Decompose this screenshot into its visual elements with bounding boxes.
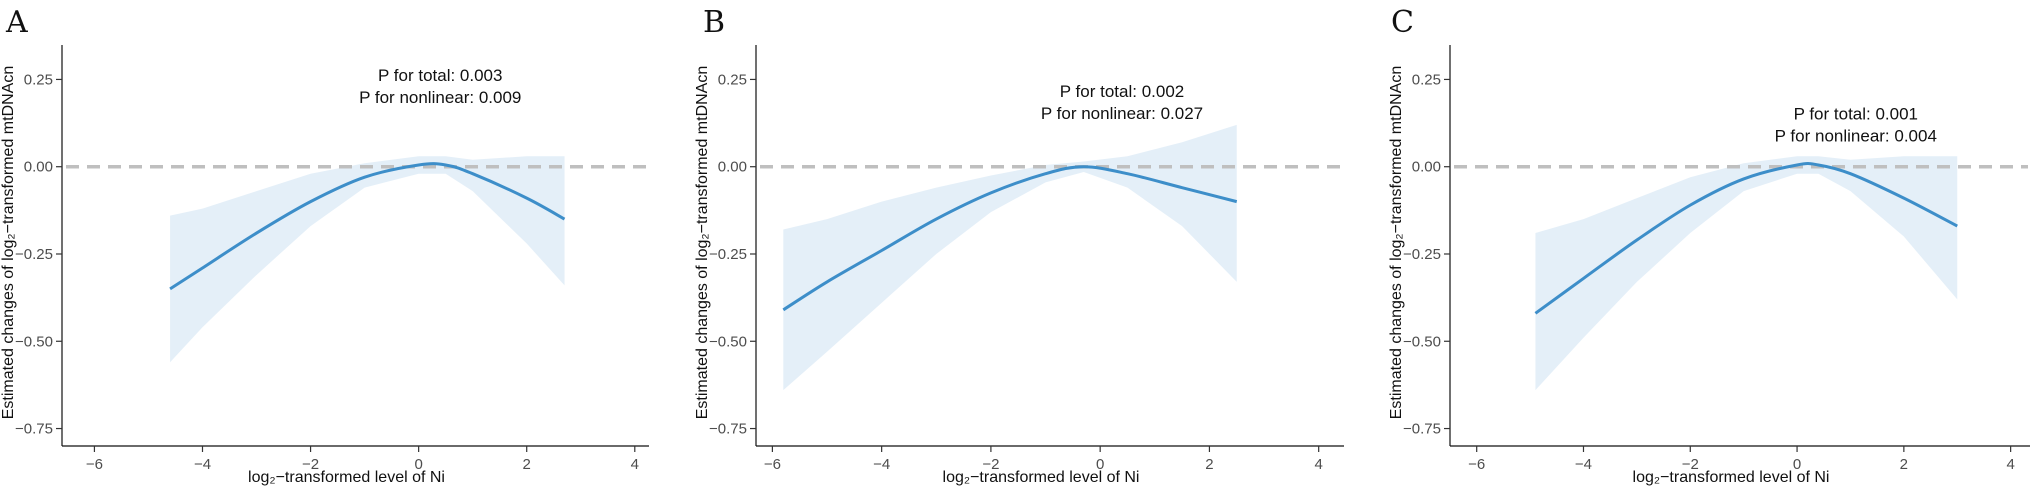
y-tick-label: 0.00	[1412, 159, 1441, 176]
y-tick-label: −0.50	[709, 333, 747, 350]
panel-label: A	[5, 5, 28, 40]
y-tick-label: 0.25	[718, 71, 747, 88]
y-tick-label: 0.00	[24, 159, 53, 176]
x-tick-label: −2	[302, 456, 319, 473]
x-tick-label: −2	[1682, 456, 1699, 473]
x-tick-label: −6	[764, 456, 781, 473]
x-tick-label: −6	[86, 456, 103, 473]
confidence-band	[1535, 156, 1958, 391]
p-value-annotation: P for total: 0.003	[378, 66, 502, 85]
fitted-curve	[1534, 162, 1958, 315]
p-value-annotation: P for total: 0.001	[1794, 105, 1918, 124]
x-tick-label: −4	[873, 456, 890, 473]
p-value-annotation: P for nonlinear: 0.009	[359, 88, 521, 107]
y-tick-label: −0.75	[15, 421, 53, 438]
x-axis-title: log₂−transformed level of Ni	[248, 469, 445, 486]
x-tick-label: 4	[2006, 456, 2014, 473]
x-tick-label: 2	[523, 456, 531, 473]
x-tick-label: 2	[1900, 456, 1908, 473]
y-tick-label: 0.25	[24, 71, 53, 88]
y-tick-label: −0.25	[709, 246, 747, 263]
confidence-band	[783, 124, 1237, 391]
y-tick-label: −0.75	[709, 421, 747, 438]
y-tick-label: −0.25	[1403, 246, 1441, 263]
y-tick-label: −0.50	[15, 333, 53, 350]
x-tick-label: −4	[194, 456, 211, 473]
confidence-band	[170, 156, 565, 363]
x-tick-label: −4	[1575, 456, 1592, 473]
fitted-curve	[169, 162, 566, 291]
panel-label: C	[1391, 5, 1414, 40]
p-value-annotation: P for nonlinear: 0.027	[1041, 104, 1203, 123]
y-tick-label: 0.00	[718, 159, 747, 176]
y-axis-title: Estimated changes of log₂−transformed mt…	[1388, 66, 1405, 419]
panel-label: B	[703, 5, 725, 40]
x-tick-label: 2	[1205, 456, 1213, 473]
fitted-curve	[782, 165, 1238, 312]
x-tick-label: 4	[631, 456, 639, 473]
x-axis-title: log₂−transformed level of Ni	[1633, 469, 1830, 486]
x-tick-label: 0	[1096, 456, 1104, 473]
x-tick-label: 4	[1315, 456, 1323, 473]
p-value-annotation: P for total: 0.002	[1060, 82, 1184, 101]
x-tick-label: 0	[1793, 456, 1801, 473]
y-tick-label: −0.50	[1403, 333, 1441, 350]
y-tick-label: −0.25	[15, 246, 53, 263]
x-axis-title: log₂−transformed level of Ni	[943, 469, 1140, 486]
p-value-annotation: P for nonlinear: 0.004	[1775, 127, 1937, 146]
y-tick-label: 0.25	[1412, 71, 1441, 88]
y-axis-title: Estimated changes of log₂−transformed mt…	[694, 66, 711, 419]
x-tick-label: −6	[1468, 456, 1485, 473]
x-tick-label: 0	[414, 456, 422, 473]
y-axis-title: Estimated changes of log₂−transformed mt…	[0, 66, 17, 419]
x-tick-label: −2	[982, 456, 999, 473]
y-tick-label: −0.75	[1403, 421, 1441, 438]
